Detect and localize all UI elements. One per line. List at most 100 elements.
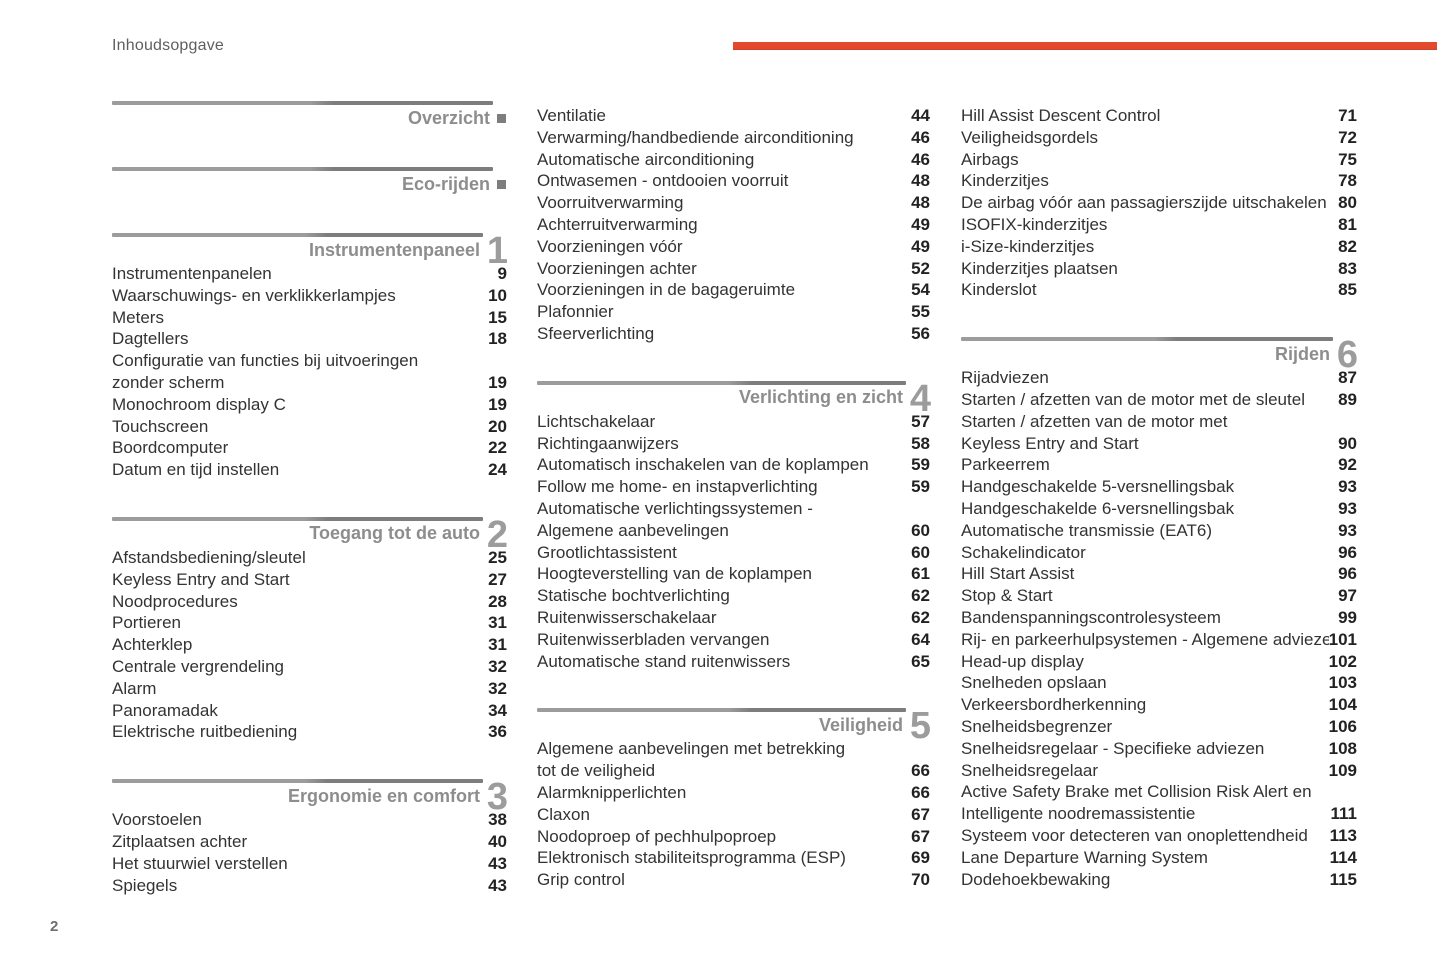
toc-entry[interactable]: Zitplaatsen achter 40 [112,831,507,853]
toc-entry[interactable]: Plafonnier 55 [537,301,930,323]
toc-entry[interactable]: Hill Start Assist 96 [961,563,1357,585]
toc-entry-page: 67 [911,804,930,824]
toc-entry[interactable]: Airbags 75 [961,149,1357,171]
toc-entry[interactable]: Starten / afzetten van de motor met [961,411,1357,433]
toc-entry[interactable]: Active Safety Brake met Collision Risk A… [961,781,1357,803]
toc-entry[interactable]: Noodoproep of pechhulpoproep 67 [537,826,930,848]
toc-entry[interactable]: Alarmknipperlichten 66 [537,782,930,804]
toc-entry[interactable]: Grip control 70 [537,869,930,891]
toc-entry[interactable]: Dagtellers 18 [112,328,507,350]
toc-entry-label: Handgeschakelde 5-versnellingsbak [961,477,1235,497]
toc-entry[interactable]: Keyless Entry and Start 90 [961,433,1357,455]
toc-entry[interactable]: Intelligente noodremassistentie 111 [961,803,1357,825]
toc-entry[interactable]: Lichtschakelaar 57 [537,411,930,433]
toc-entry[interactable]: Portieren 31 [112,612,507,634]
toc-entry[interactable]: Starten / afzetten van de motor met de s… [961,389,1357,411]
toc-entry[interactable]: Elektronisch stabiliteitsprogramma (ESP)… [537,847,930,869]
toc-entry[interactable]: Noodprocedures 28 [112,591,507,613]
toc-entry[interactable]: Instrumentenpanelen 9 [112,263,507,285]
toc-entry[interactable]: Voorzieningen achter 52 [537,258,930,280]
toc-entry-page: 31 [488,635,507,655]
toc-entry[interactable]: Dodehoekbewaking 115 [961,869,1357,891]
toc-entry[interactable]: Snelheidsregelaar 109 [961,760,1357,782]
toc-entry[interactable]: Rijadviezen 87 [961,367,1357,389]
toc-entry[interactable]: Ruitenwisserschakelaar 62 [537,607,930,629]
toc-entry[interactable]: Snelheden opslaan 103 [961,672,1357,694]
toc-entry[interactable]: Ventilatie 44 [537,105,930,127]
toc-entry-label: Boordcomputer [112,438,229,458]
toc-entry[interactable]: Elektrische ruitbediening 36 [112,721,507,743]
toc-entry[interactable]: Automatische transmissie (EAT6) 93 [961,520,1357,542]
toc-entry[interactable]: Kinderzitjes 78 [961,170,1357,192]
toc-entry[interactable]: Veiligheidsgordels 72 [961,127,1357,149]
toc-entry[interactable]: tot de veiligheid 66 [537,760,930,782]
toc-entry[interactable]: Kinderzitjes plaatsen 83 [961,258,1357,280]
toc-entry[interactable]: Hoogteverstelling van de koplampen 61 [537,563,930,585]
toc-entry[interactable]: Datum en tijd instellen 24 [112,459,507,481]
toc-entry[interactable]: Follow me home- en instapverlichting 59 [537,476,930,498]
toc-entry[interactable]: i-Size-kinderzitjes 82 [961,236,1357,258]
toc-entry[interactable]: Stop & Start 97 [961,585,1357,607]
section-title: Eco-rijden [401,173,490,194]
toc-entry[interactable]: Het stuurwiel verstellen 43 [112,853,507,875]
toc-entry[interactable]: Voorruitverwarming 48 [537,192,930,214]
toc-entry[interactable]: Parkeerrem 92 [961,454,1357,476]
toc-entry[interactable]: Afstandsbediening/sleutel 25 [112,547,507,569]
toc-entry[interactable]: Alarm 32 [112,678,507,700]
chapter-number: 6 [1336,334,1358,377]
toc-entry[interactable]: Automatische airconditioning 46 [537,149,930,171]
toc-entry[interactable]: Bandenspanningscontrolesysteem 99 [961,607,1357,629]
toc-entry[interactable]: Waarschuwings- en verklikkerlampjes 10 [112,285,507,307]
toc-entry[interactable]: Handgeschakelde 6-versnellingsbak 93 [961,498,1357,520]
toc-entry[interactable]: Spiegels 43 [112,875,507,897]
toc-entry[interactable]: Ontwasemen - ontdooien voorruit 48 [537,170,930,192]
toc-entry[interactable]: Schakelindicator 96 [961,542,1357,564]
toc-entry[interactable]: Touchscreen 20 [112,416,507,438]
toc-entry[interactable]: Richtingaanwijzers 58 [537,433,930,455]
toc-entry[interactable]: Grootlichtassistent 60 [537,542,930,564]
toc-entry[interactable]: Boordcomputer 22 [112,437,507,459]
toc-entry[interactable]: Monochroom display C 19 [112,394,507,416]
toc-entry[interactable]: Ruitenwisserbladen vervangen 64 [537,629,930,651]
toc-entry-page: 60 [911,520,930,540]
toc-entry[interactable]: Snelheidsbegrenzer 106 [961,716,1357,738]
toc-entry[interactable]: Voorstoelen 38 [112,809,507,831]
toc-entry[interactable]: Sfeerverlichting 56 [537,323,930,345]
toc-entry[interactable]: Rij- en parkeerhulpsystemen - Algemene a… [961,629,1357,651]
toc-entry[interactable]: Meters 15 [112,307,507,329]
toc-entry-list: Instrumentenpanelen 9 Waarschuwings- en ve… [112,263,507,481]
toc-entry-page: 31 [488,613,507,633]
toc-entry[interactable]: Lane Departure Warning System 114 [961,847,1357,869]
toc-entry[interactable]: ISOFIX-kinderzitjes 81 [961,214,1357,236]
toc-entry[interactable]: Panoramadak 34 [112,700,507,722]
toc-entry[interactable]: De airbag vóór aan passagierszijde uitsc… [961,192,1357,214]
toc-entry[interactable]: Voorzieningen in de bagageruimte 54 [537,279,930,301]
toc-entry[interactable]: Systeem voor detecteren van onoplettendh… [961,825,1357,847]
toc-entry[interactable]: Configuratie van functies bij uitvoering… [112,350,507,372]
toc-entry[interactable]: Claxon 67 [537,804,930,826]
toc-entry-page: 104 [1328,695,1357,715]
toc-entry[interactable]: Snelheidsregelaar - Specifieke adviezen 1… [961,738,1357,760]
toc-entry[interactable]: Statische bochtverlichting 62 [537,585,930,607]
toc-entry[interactable]: Automatische stand ruitenwissers 65 [537,651,930,673]
toc-entry[interactable]: Achterklep 31 [112,634,507,656]
toc-entry[interactable]: zonder scherm 19 [112,372,507,394]
toc-entry[interactable]: Achterruitverwarming 49 [537,214,930,236]
toc-entry[interactable]: Head-up display 102 [961,651,1357,673]
toc-entry[interactable]: Voorzieningen vóór 49 [537,236,930,258]
toc-entry[interactable]: Automatisch inschakelen van de koplampen… [537,454,930,476]
toc-entry-page: 62 [911,607,930,627]
toc-entry[interactable]: Algemene aanbevelingen met betrekking [537,738,930,760]
toc-entry[interactable]: Verwarming/handbediende airconditioning 4… [537,127,930,149]
toc-entry[interactable]: Kinderslot 85 [961,279,1357,301]
toc-entry[interactable]: Hill Assist Descent Control 71 [961,105,1357,127]
toc-entry[interactable]: Verkeersbordherkenning 104 [961,694,1357,716]
toc-entry[interactable]: Automatische verlichtingssystemen - [537,498,930,520]
toc-entry[interactable]: Handgeschakelde 5-versnellingsbak 93 [961,476,1357,498]
toc-entry-page: 99 [1338,607,1357,627]
toc-entry-page: 82 [1338,236,1357,256]
toc-entry-label: Stop & Start [961,586,1053,606]
toc-entry[interactable]: Algemene aanbevelingen 60 [537,520,930,542]
toc-entry[interactable]: Centrale vergrendeling 32 [112,656,507,678]
toc-entry[interactable]: Keyless Entry and Start 27 [112,569,507,591]
